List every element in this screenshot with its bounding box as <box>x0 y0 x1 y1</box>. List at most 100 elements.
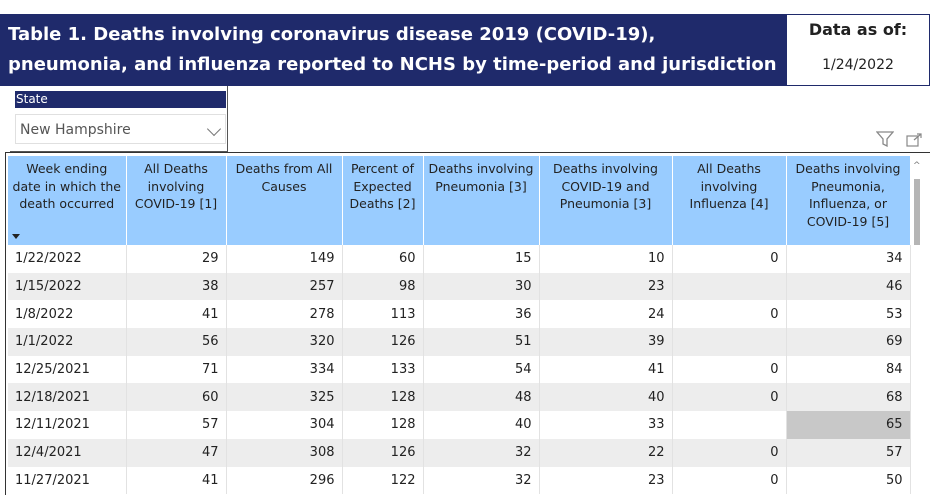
table-cell: 0 <box>672 245 787 273</box>
chevron-down-icon[interactable] <box>206 121 222 137</box>
column-header-0[interactable]: Week ending date in which the death occu… <box>8 156 127 245</box>
table-cell: 71 <box>126 355 227 384</box>
table-cell: 38 <box>126 272 227 301</box>
state-slicer: State New Hampshire <box>10 86 228 152</box>
scrollbar-thumb[interactable] <box>914 179 920 245</box>
table-row[interactable]: 12/11/2021 57 304 128 40 33 65 <box>8 411 911 439</box>
column-header-3[interactable]: Percent of Expected Deaths [2] <box>342 156 424 245</box>
column-header-4[interactable]: Deaths involving Pneumonia [3] <box>423 156 540 245</box>
column-header-6[interactable]: All Deaths involving Influenza [4] <box>672 156 787 245</box>
table-cell: 278 <box>226 300 343 329</box>
table-cell: 10 <box>539 245 673 273</box>
table-cell: 41 <box>126 300 227 329</box>
data-as-of-box: Data as of: 1/24/2022 <box>786 14 930 86</box>
focus-mode-icon[interactable] <box>906 133 922 147</box>
table-cell: 98 <box>342 272 424 301</box>
column-header-5[interactable]: Deaths involving COVID-19 and Pneumonia … <box>539 156 673 245</box>
table-cell: 334 <box>226 355 343 384</box>
table-row[interactable]: 1/15/2022 38 257 98 30 23 46 <box>8 272 911 301</box>
table-cell: 24 <box>539 300 673 329</box>
table-cell: 48 <box>423 383 540 412</box>
table-cell: 33 <box>539 411 673 439</box>
column-header-7[interactable]: Deaths involving Pneumonia, Influenza, o… <box>786 156 911 245</box>
table-cell: 69 <box>786 328 911 356</box>
table-cell: 257 <box>226 272 343 301</box>
table-cell: 39 <box>539 328 673 356</box>
table-cell: 57 <box>126 411 227 439</box>
table-cell: 0 <box>672 300 787 329</box>
table-cell: 84 <box>786 355 911 384</box>
table-cell: 57 <box>786 438 911 467</box>
table-cell: 0 <box>672 466 787 495</box>
table-row[interactable]: 12/4/2021 47 308 126 32 22 0 57 <box>8 438 911 467</box>
state-slicer-label: State <box>15 91 226 108</box>
filter-icon[interactable] <box>876 131 894 147</box>
sort-descending-icon[interactable] <box>12 234 20 239</box>
table-cell: 65 <box>786 411 911 439</box>
scroll-up-icon[interactable]: ^ <box>913 161 921 171</box>
table-cell: 40 <box>539 383 673 412</box>
data-as-of-label: Data as of: <box>808 20 908 39</box>
table-cell: 113 <box>342 300 424 329</box>
state-dropdown-value: New Hampshire <box>20 122 131 138</box>
table-cell: 320 <box>226 328 343 356</box>
table-cell: 1/22/2022 <box>8 245 127 273</box>
table-cell: 122 <box>342 466 424 495</box>
table-cell: 11/27/2021 <box>8 466 127 495</box>
table-cell: 46 <box>786 272 911 301</box>
table-cell: 296 <box>226 466 343 495</box>
table-cell: 41 <box>539 355 673 384</box>
table-cell: 308 <box>226 438 343 467</box>
table-cell: 47 <box>126 438 227 467</box>
deaths-table-grid: Week ending date in which the death occu… <box>8 156 911 495</box>
table-header-row: Week ending date in which the death occu… <box>8 156 911 245</box>
table-cell: 22 <box>539 438 673 467</box>
table-cell <box>672 411 787 439</box>
table-row[interactable]: 1/8/2022 41 278 113 36 24 0 53 <box>8 300 911 329</box>
table-cell: 1/1/2022 <box>8 328 127 356</box>
table-cell: 40 <box>423 411 540 439</box>
table-cell: 32 <box>423 466 540 495</box>
table-cell: 51 <box>423 328 540 356</box>
table-cell: 56 <box>126 328 227 356</box>
table-row[interactable]: 1/1/2022 56 320 126 51 39 69 <box>8 328 911 356</box>
table-cell: 60 <box>342 245 424 273</box>
table-cell: 41 <box>126 466 227 495</box>
table-cell: 325 <box>226 383 343 412</box>
table-cell: 15 <box>423 245 540 273</box>
table-cell: 68 <box>786 383 911 412</box>
table-cell: 149 <box>226 245 343 273</box>
state-dropdown[interactable]: New Hampshire <box>15 114 226 144</box>
table-cell: 126 <box>342 328 424 356</box>
table-cell: 12/18/2021 <box>8 383 127 412</box>
table-cell: 54 <box>423 355 540 384</box>
table-cell: 0 <box>672 383 787 412</box>
report-title: Table 1. Deaths involving coronavirus di… <box>0 14 786 105</box>
deaths-table: Week ending date in which the death occu… <box>5 152 930 495</box>
table-cell <box>672 328 787 356</box>
table-row[interactable]: 12/25/2021 71 334 133 54 41 0 84 <box>8 355 911 384</box>
table-cell: 304 <box>226 411 343 439</box>
table-cell: 30 <box>423 272 540 301</box>
table-cell: 0 <box>672 438 787 467</box>
table-cell: 128 <box>342 383 424 412</box>
table-cell: 32 <box>423 438 540 467</box>
column-header-2[interactable]: Deaths from All Causes <box>226 156 343 245</box>
table-cell: 53 <box>786 300 911 329</box>
table-row[interactable]: 1/22/2022 29 149 60 15 10 0 34 <box>8 245 911 273</box>
table-cell: 12/25/2021 <box>8 355 127 384</box>
table-row[interactable]: 12/18/2021 60 325 128 48 40 0 68 <box>8 383 911 412</box>
table-cell: 12/4/2021 <box>8 438 127 467</box>
table-cell: 1/8/2022 <box>8 300 127 329</box>
vertical-scrollbar[interactable]: ^ <box>912 157 922 495</box>
table-cell: 12/11/2021 <box>8 411 127 439</box>
table-cell: 29 <box>126 245 227 273</box>
table-row[interactable]: 11/27/2021 41 296 122 32 23 0 50 <box>8 466 911 495</box>
table-cell: 133 <box>342 355 424 384</box>
column-header-1[interactable]: All Deaths involving COVID-19 [1] <box>126 156 227 245</box>
data-as-of-date: 1/24/2022 <box>822 57 894 73</box>
table-cell: 60 <box>126 383 227 412</box>
table-cell: 0 <box>672 355 787 384</box>
table-cell: 23 <box>539 272 673 301</box>
table-cell <box>672 272 787 301</box>
